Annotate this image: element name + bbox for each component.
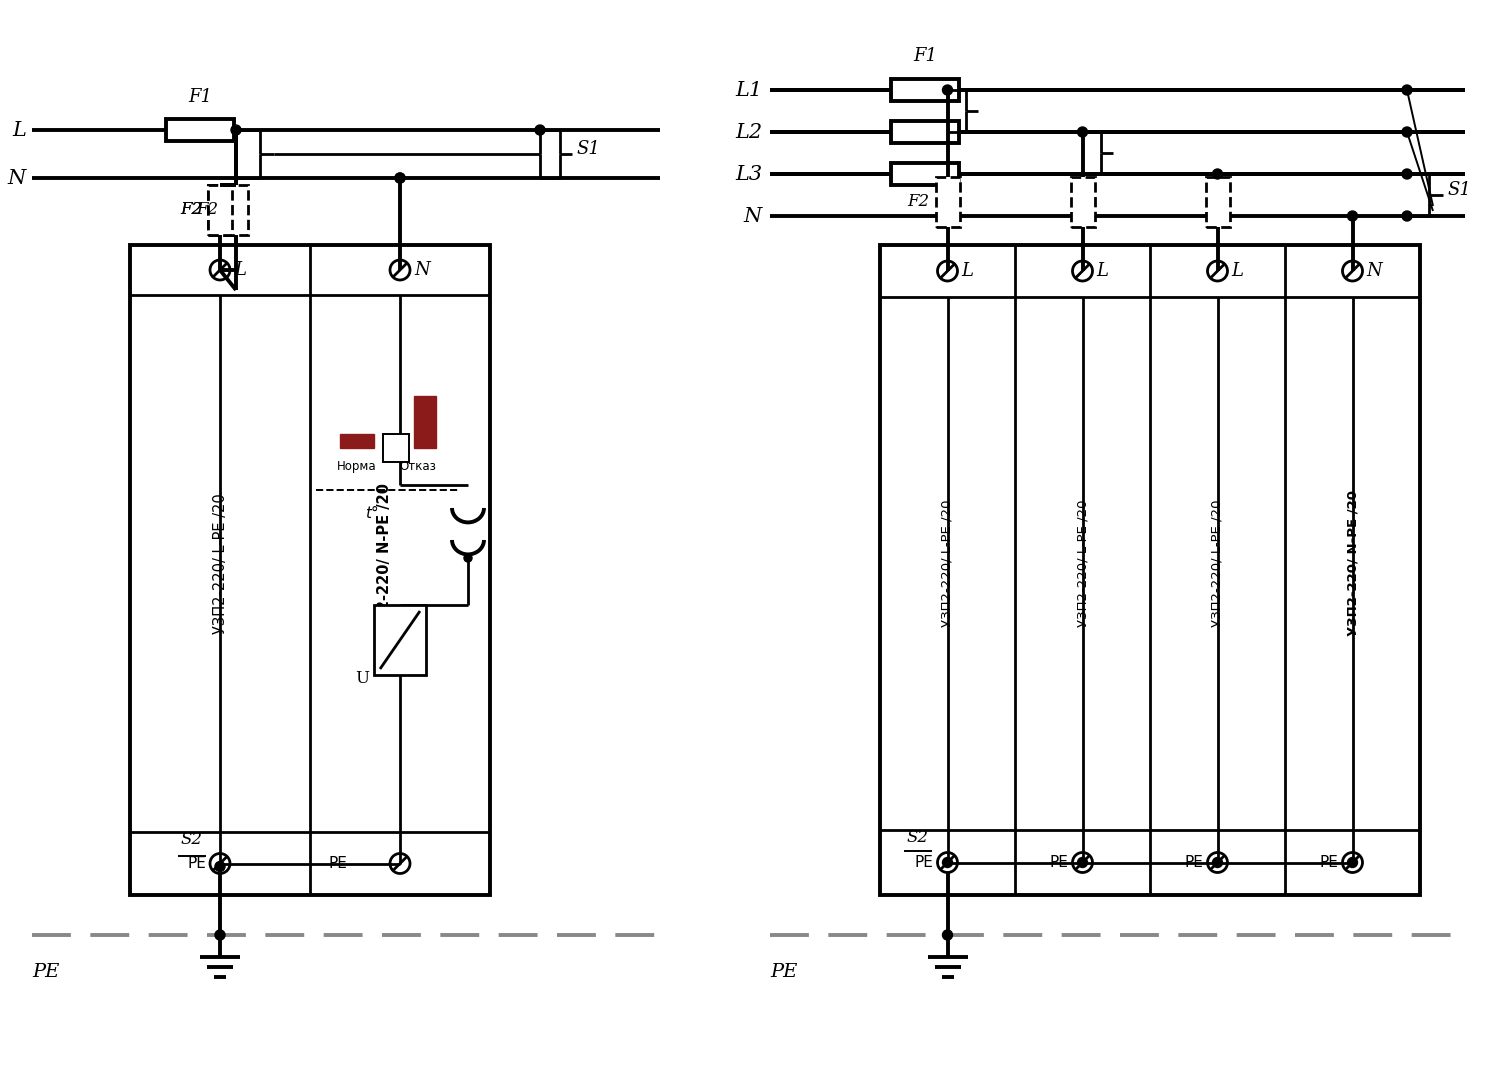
Circle shape bbox=[1403, 127, 1412, 137]
Text: PE: PE bbox=[328, 856, 347, 870]
FancyBboxPatch shape bbox=[1070, 177, 1094, 227]
Text: УЗП2-220/ L-PE /20: УЗП2-220/ L-PE /20 bbox=[1076, 500, 1088, 627]
Circle shape bbox=[943, 85, 952, 95]
Text: PE: PE bbox=[187, 856, 207, 870]
Circle shape bbox=[1078, 127, 1087, 137]
Text: PE: PE bbox=[769, 963, 798, 981]
Text: УЗП2-220/ L-PE /20: УЗП2-220/ L-PE /20 bbox=[1211, 500, 1225, 627]
Circle shape bbox=[1347, 211, 1358, 221]
FancyBboxPatch shape bbox=[130, 245, 490, 895]
Circle shape bbox=[395, 173, 406, 183]
Text: УЗП2-220/ N-PE /20: УЗП2-220/ N-PE /20 bbox=[377, 483, 392, 644]
FancyBboxPatch shape bbox=[936, 177, 960, 227]
Text: УЗП2-220/ L-PE /20: УЗП2-220/ L-PE /20 bbox=[213, 494, 228, 634]
Text: U: U bbox=[355, 670, 368, 687]
Text: L: L bbox=[1096, 262, 1108, 280]
FancyBboxPatch shape bbox=[208, 185, 232, 235]
Circle shape bbox=[943, 930, 952, 940]
Text: Норма: Норма bbox=[337, 460, 377, 473]
FancyBboxPatch shape bbox=[340, 434, 374, 448]
FancyBboxPatch shape bbox=[208, 185, 232, 235]
Text: N: N bbox=[1367, 262, 1382, 280]
FancyBboxPatch shape bbox=[374, 605, 427, 675]
FancyBboxPatch shape bbox=[891, 121, 960, 143]
Text: L1: L1 bbox=[735, 81, 762, 99]
Text: S1: S1 bbox=[1448, 181, 1472, 199]
Circle shape bbox=[395, 173, 406, 183]
Circle shape bbox=[231, 125, 241, 135]
FancyBboxPatch shape bbox=[880, 245, 1421, 895]
FancyBboxPatch shape bbox=[415, 396, 436, 448]
Text: PE: PE bbox=[31, 963, 60, 981]
Text: L: L bbox=[234, 261, 246, 279]
FancyBboxPatch shape bbox=[1205, 177, 1229, 227]
Circle shape bbox=[216, 930, 225, 940]
Circle shape bbox=[1403, 211, 1412, 221]
Text: F2: F2 bbox=[180, 202, 202, 218]
Text: F2: F2 bbox=[907, 193, 930, 211]
FancyBboxPatch shape bbox=[225, 185, 249, 235]
Circle shape bbox=[1213, 858, 1223, 867]
Text: УЗП2-220/ N-PE /20: УЗП2-220/ N-PE /20 bbox=[1346, 490, 1359, 636]
Text: PE: PE bbox=[1184, 855, 1204, 870]
FancyBboxPatch shape bbox=[383, 434, 409, 462]
Text: S2: S2 bbox=[907, 828, 928, 846]
FancyBboxPatch shape bbox=[891, 163, 960, 185]
Circle shape bbox=[534, 125, 545, 135]
FancyBboxPatch shape bbox=[891, 79, 960, 102]
Circle shape bbox=[1347, 858, 1358, 867]
Text: N: N bbox=[415, 261, 430, 279]
Circle shape bbox=[216, 862, 225, 872]
Text: L: L bbox=[961, 262, 973, 280]
Text: PE: PE bbox=[1320, 855, 1338, 870]
Text: S2: S2 bbox=[181, 832, 204, 849]
Text: N: N bbox=[7, 168, 25, 188]
Text: L2: L2 bbox=[735, 122, 762, 141]
Text: S1: S1 bbox=[576, 140, 600, 158]
Text: t°: t° bbox=[365, 507, 379, 521]
Circle shape bbox=[1213, 168, 1223, 179]
FancyBboxPatch shape bbox=[166, 119, 234, 141]
Text: L: L bbox=[1232, 262, 1244, 280]
Circle shape bbox=[1403, 85, 1412, 95]
Circle shape bbox=[464, 554, 472, 562]
Text: PE: PE bbox=[1049, 855, 1069, 870]
Text: L3: L3 bbox=[735, 164, 762, 184]
Text: F1: F1 bbox=[913, 48, 937, 65]
Text: F2: F2 bbox=[180, 202, 202, 218]
Text: F1: F1 bbox=[189, 87, 213, 106]
Text: F2: F2 bbox=[196, 202, 219, 218]
Circle shape bbox=[943, 858, 952, 867]
Circle shape bbox=[1078, 858, 1087, 867]
Text: УЗП2-220/ L-PE /20: УЗП2-220/ L-PE /20 bbox=[942, 500, 954, 627]
Circle shape bbox=[1403, 168, 1412, 179]
Text: Отказ: Отказ bbox=[400, 460, 437, 473]
Text: L: L bbox=[12, 121, 25, 139]
Text: N: N bbox=[744, 206, 762, 226]
Text: PE: PE bbox=[915, 855, 934, 870]
